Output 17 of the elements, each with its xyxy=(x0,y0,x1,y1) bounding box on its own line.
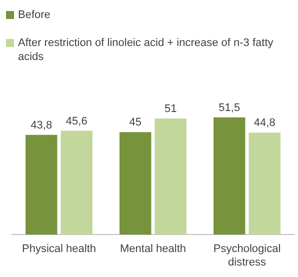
bar xyxy=(60,130,92,235)
bar xyxy=(120,132,152,235)
bar xyxy=(248,132,280,235)
data-label: 43,8 xyxy=(30,119,52,132)
data-label: 45 xyxy=(129,116,142,129)
x-tick-label: Physical health xyxy=(22,243,96,256)
legend-label: Before xyxy=(18,8,50,22)
bar xyxy=(154,118,186,235)
bar xyxy=(214,117,246,235)
legend-label: After restriction of linoleic acid + increase of n-3 fatty acids xyxy=(18,36,274,64)
data-label: 51,5 xyxy=(218,102,240,114)
bar xyxy=(26,134,58,235)
data-label: 44,8 xyxy=(254,117,276,130)
x-tick-label: Psychological distress xyxy=(213,243,281,268)
data-label: 51 xyxy=(164,103,177,116)
x-tick-label: Mental health xyxy=(120,243,186,256)
data-label: 45,6 xyxy=(66,115,88,128)
